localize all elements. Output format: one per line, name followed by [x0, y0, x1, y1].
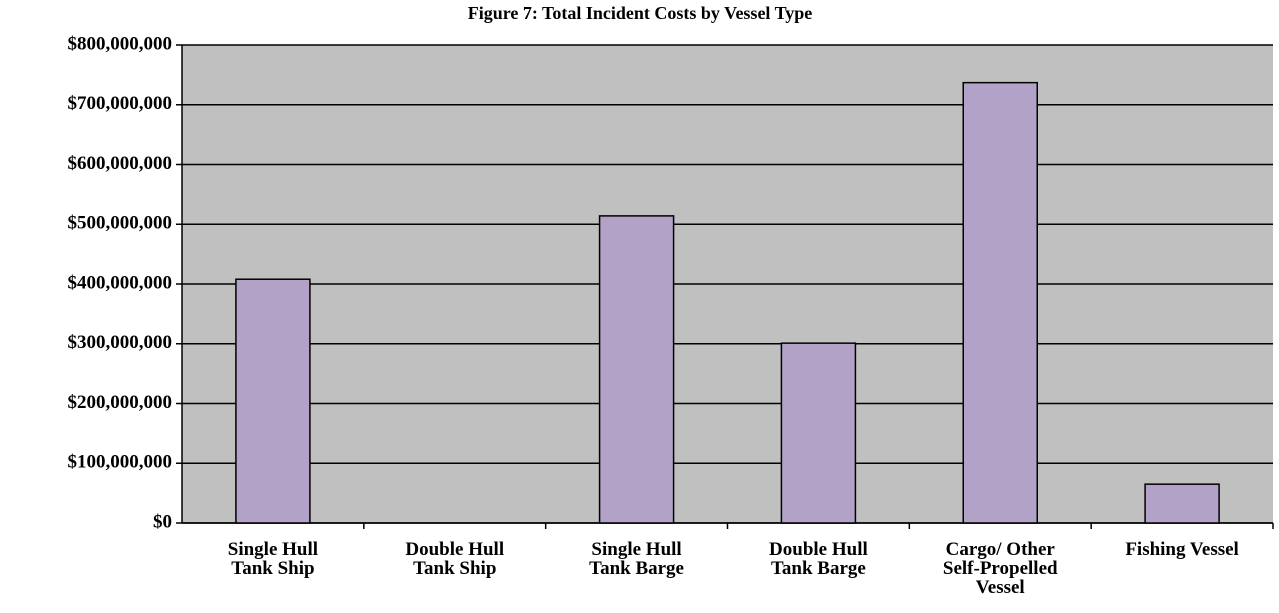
x-tick-label: Double Hull Tank Ship	[405, 539, 505, 579]
bar	[598, 215, 675, 524]
bar	[235, 278, 311, 524]
x-tick-label: Single Hull Tank Ship	[227, 539, 319, 579]
y-tick-label: $0	[153, 511, 172, 532]
y-tick-label: $600,000,000	[68, 153, 173, 174]
y-tick-label: $200,000,000	[68, 392, 173, 413]
y-tick-label: $100,000,000	[68, 452, 173, 473]
x-tick-label: Cargo/ Other Self-Propelled Vessel	[942, 539, 1058, 598]
x-tick-label: Fishing Vessel	[1125, 539, 1239, 560]
bar	[962, 81, 1038, 524]
x-tick-label: Double Hull Tank Barge	[769, 539, 868, 579]
y-tick-label: $400,000,000	[68, 272, 173, 293]
y-tick-label: $300,000,000	[68, 332, 173, 353]
y-tick-label: $700,000,000	[68, 93, 173, 114]
bar	[780, 342, 857, 524]
y-tick-label: $500,000,000	[68, 213, 173, 234]
chart-title: Figure 7: Total Incident Costs by Vessel…	[468, 3, 813, 23]
bar	[1144, 483, 1220, 524]
x-tick-label: Single Hull Tank Barge	[589, 539, 684, 579]
y-tick-label: $800,000,000	[68, 33, 173, 54]
